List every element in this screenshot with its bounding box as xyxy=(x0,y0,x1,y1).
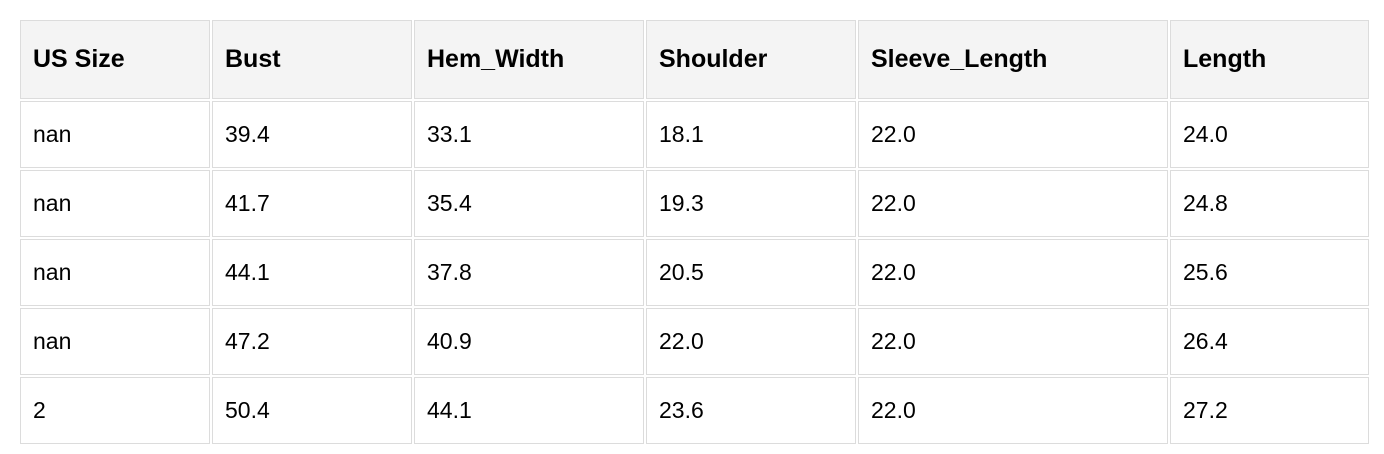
table-cell: 25.6 xyxy=(1170,239,1369,306)
column-header: US Size xyxy=(20,20,210,99)
table-cell: 22.0 xyxy=(646,308,856,375)
table-row: nan 47.2 40.9 22.0 22.0 26.4 xyxy=(20,308,1369,375)
table-cell: 26.4 xyxy=(1170,308,1369,375)
table-cell: 44.1 xyxy=(212,239,412,306)
table-cell: 27.2 xyxy=(1170,377,1369,444)
table-row: nan 44.1 37.8 20.5 22.0 25.6 xyxy=(20,239,1369,306)
table-cell: 37.8 xyxy=(414,239,644,306)
column-header: Shoulder xyxy=(646,20,856,99)
table-row: 2 50.4 44.1 23.6 22.0 27.2 xyxy=(20,377,1369,444)
table-cell: 50.4 xyxy=(212,377,412,444)
column-header: Bust xyxy=(212,20,412,99)
table-cell: 39.4 xyxy=(212,101,412,168)
table-cell: 19.3 xyxy=(646,170,856,237)
column-header: Hem_Width xyxy=(414,20,644,99)
table-cell: 24.8 xyxy=(1170,170,1369,237)
table-cell: nan xyxy=(20,101,210,168)
table-cell: 22.0 xyxy=(858,101,1168,168)
table-cell: 23.6 xyxy=(646,377,856,444)
size-chart-table: US Size Bust Hem_Width Shoulder Sleeve_Lengt… xyxy=(18,18,1371,446)
table-cell: 22.0 xyxy=(858,170,1168,237)
table-cell: nan xyxy=(20,170,210,237)
table-cell: 20.5 xyxy=(646,239,856,306)
table-cell: 22.0 xyxy=(858,377,1168,444)
table-cell: nan xyxy=(20,239,210,306)
table-cell: nan xyxy=(20,308,210,375)
table-cell: 22.0 xyxy=(858,308,1168,375)
table-cell: 33.1 xyxy=(414,101,644,168)
column-header: Length xyxy=(1170,20,1369,99)
column-header: Sleeve_Length xyxy=(858,20,1168,99)
table-row: nan 41.7 35.4 19.3 22.0 24.8 xyxy=(20,170,1369,237)
table-cell: 22.0 xyxy=(858,239,1168,306)
table-cell: 47.2 xyxy=(212,308,412,375)
table-cell: 35.4 xyxy=(414,170,644,237)
header-row: US Size Bust Hem_Width Shoulder Sleeve_Lengt… xyxy=(20,20,1369,99)
table-cell: 44.1 xyxy=(414,377,644,444)
table-row: nan 39.4 33.1 18.1 22.0 24.0 xyxy=(20,101,1369,168)
table-cell: 24.0 xyxy=(1170,101,1369,168)
table-cell: 18.1 xyxy=(646,101,856,168)
table-cell: 41.7 xyxy=(212,170,412,237)
table-cell: 2 xyxy=(20,377,210,444)
table-cell: 40.9 xyxy=(414,308,644,375)
